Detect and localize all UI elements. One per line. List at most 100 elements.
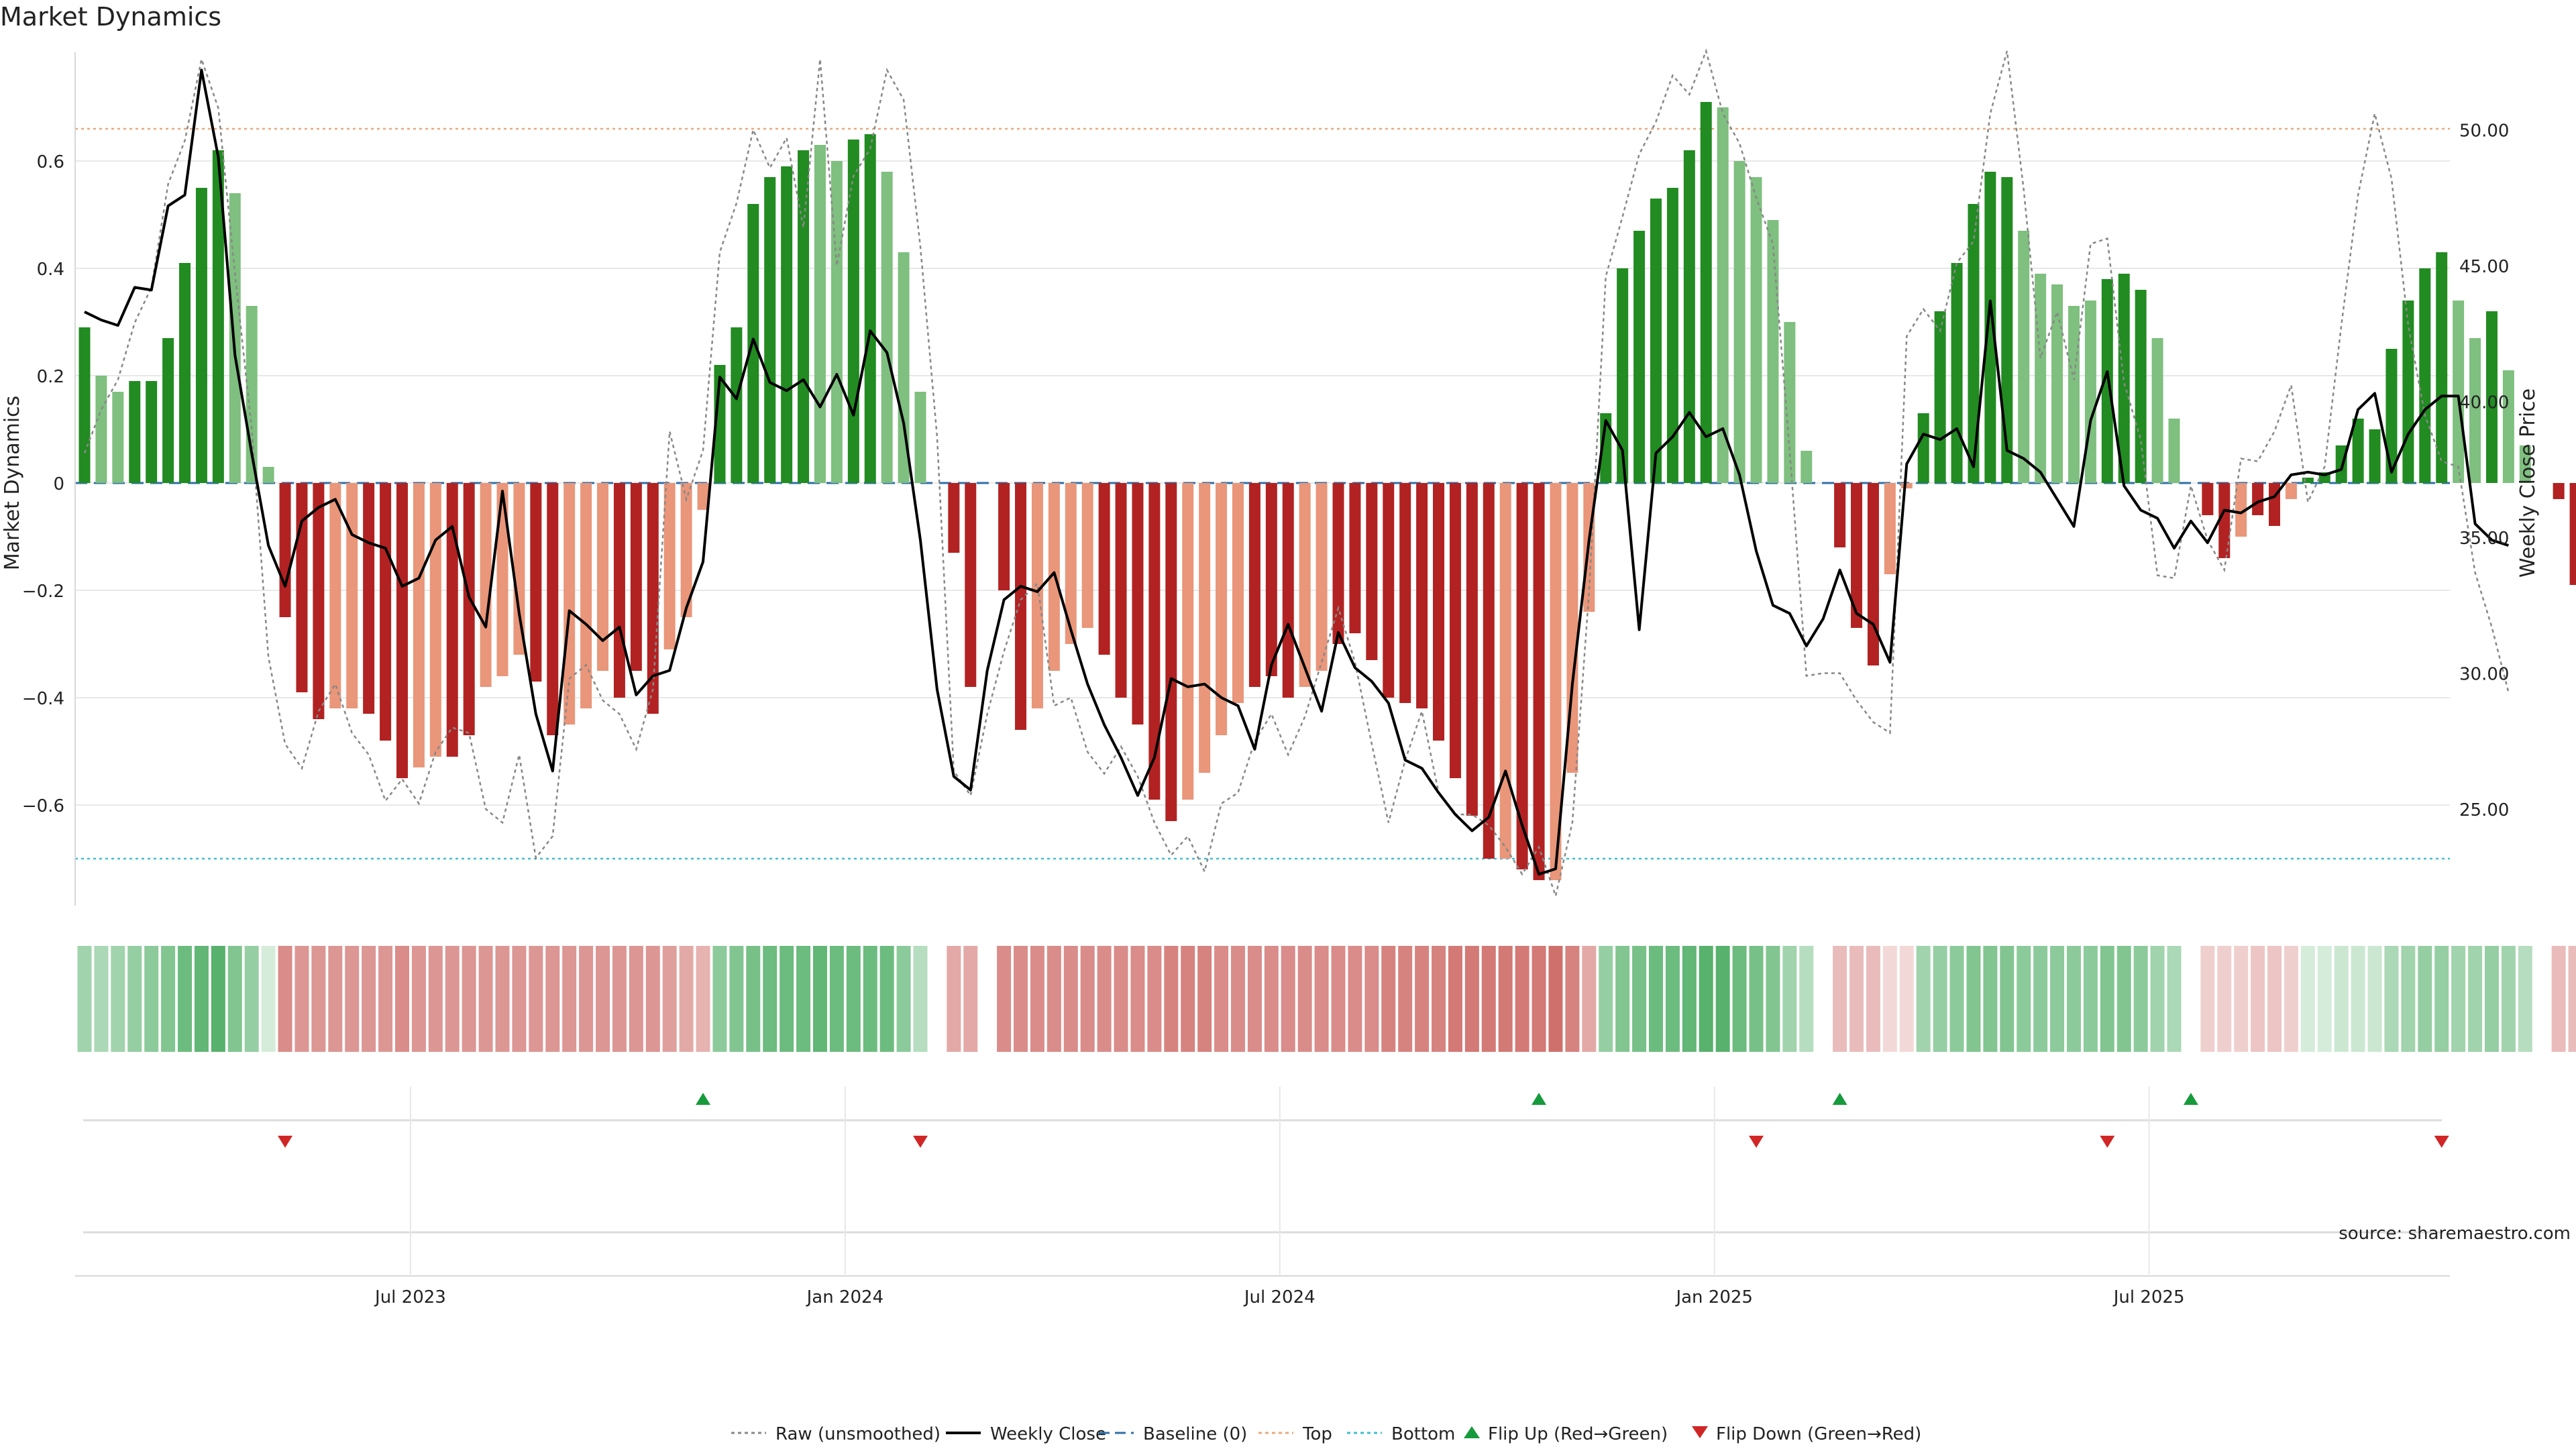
heatmap-cell — [947, 946, 961, 1052]
flip-markers — [83, 1093, 2449, 1234]
heatmap-cell — [1030, 946, 1044, 1052]
heatmap-cell — [579, 946, 594, 1052]
bar — [329, 483, 341, 708]
y-tick-label: −0.6 — [22, 796, 64, 816]
bar — [630, 483, 642, 671]
bar — [1900, 483, 1913, 488]
bar — [680, 483, 692, 617]
heatmap-cell — [1281, 946, 1295, 1052]
heatmap-cell — [2334, 946, 2349, 1052]
heatmap-cell — [1548, 946, 1563, 1052]
legend-item: Weekly Close — [946, 1424, 1106, 1444]
heatmap-cell — [1080, 946, 1095, 1052]
raw-series-line — [83, 48, 2510, 900]
y-tick-label: 0.6 — [37, 152, 64, 172]
legend-marker — [1464, 1426, 1480, 1438]
heatmap-cell — [2017, 946, 2031, 1052]
bar — [1081, 483, 1093, 628]
x-tick-label: Jan 2025 — [1674, 1287, 1753, 1307]
bar — [1700, 102, 1712, 483]
bar — [697, 483, 709, 510]
heatmap-cell — [562, 946, 577, 1052]
flip-down-marker — [1749, 1136, 1764, 1148]
bar — [279, 483, 291, 617]
bar — [2419, 268, 2431, 483]
bar — [731, 327, 743, 483]
heatmap-cell — [227, 946, 242, 1052]
bar — [1015, 483, 1027, 730]
x-axis: Jul 2023 Jan 2024 Jul 2024 Jan 2025 Jul 2025 — [75, 1087, 2450, 1307]
heatmap-cell — [411, 946, 426, 1052]
bar — [2485, 311, 2498, 483]
heatmap-cell — [1632, 946, 1647, 1052]
heatmap-cell — [2234, 946, 2249, 1052]
legend-label: Flip Up (Red→Green) — [1488, 1424, 1668, 1444]
bar — [2068, 306, 2080, 483]
bar — [1550, 483, 1562, 880]
heatmap-cell — [1398, 946, 1413, 1052]
legend-item: Raw (unsmoothed) — [731, 1424, 941, 1444]
bar — [95, 376, 107, 483]
bar — [2302, 478, 2314, 483]
heatmap-cell — [829, 946, 844, 1052]
bar — [1248, 483, 1260, 687]
heatmap-cell — [1615, 946, 1630, 1052]
x-tick-label: Jul 2024 — [1243, 1287, 1316, 1307]
heatmap-cell — [2300, 946, 2315, 1052]
heatmap-cell — [2434, 946, 2449, 1052]
bar — [212, 150, 224, 483]
bar — [1750, 177, 1762, 483]
heatmap-cell — [2116, 946, 2131, 1052]
heatmap-cell — [2317, 946, 2332, 1052]
bar — [1466, 483, 1478, 816]
left-y-ticks: −0.6 −0.4 −0.2 0 0.2 0.4 0.6 — [22, 152, 64, 816]
heatmap-strip — [77, 946, 2576, 1052]
heatmap-cell — [1532, 946, 1546, 1052]
heatmap-cell — [2100, 946, 2114, 1052]
flip-up-marker — [696, 1093, 711, 1105]
bar — [898, 252, 910, 483]
flip-up-marker — [1832, 1093, 1847, 1105]
y2-tick-label: 45.00 — [2459, 257, 2509, 277]
bar — [2151, 338, 2163, 483]
heatmap-cell — [1130, 946, 1145, 1052]
heatmap-cell — [1147, 946, 1162, 1052]
bar — [1650, 199, 1662, 483]
heatmap-cell — [2484, 946, 2499, 1052]
bar — [2218, 483, 2231, 558]
heatmap-cell — [1230, 946, 1245, 1052]
bar — [1282, 483, 1294, 698]
bar — [864, 134, 876, 483]
bar — [1332, 483, 1344, 644]
heatmap-cell — [428, 946, 443, 1052]
bar — [463, 483, 475, 735]
bar — [1834, 483, 1846, 547]
bar — [597, 483, 609, 671]
heatmap-cell — [345, 946, 360, 1052]
bar — [2168, 419, 2180, 483]
bar — [1951, 263, 1963, 483]
heatmap-cell — [529, 946, 543, 1052]
heatmap-cell — [2033, 946, 2048, 1052]
bar — [2202, 483, 2214, 515]
heatmap-cell — [746, 946, 761, 1052]
bar — [1633, 231, 1646, 483]
heatmap-cell — [1966, 946, 1981, 1052]
bar — [613, 483, 625, 698]
heatmap-cell — [1432, 946, 1446, 1052]
heatmap-cell — [1164, 946, 1179, 1052]
bar — [1349, 483, 1361, 633]
heatmap-cell — [178, 946, 193, 1052]
bar — [830, 161, 843, 483]
bar — [530, 483, 542, 682]
legend-label: Baseline (0) — [1143, 1424, 1247, 1444]
heatmap-cell — [2083, 946, 2098, 1052]
heatmap-cell — [879, 946, 894, 1052]
bar — [129, 381, 141, 483]
heatmap-cell — [362, 946, 376, 1052]
bar — [2453, 301, 2465, 483]
heatmap-cell — [2150, 946, 2165, 1052]
heatmap-cell — [729, 946, 744, 1052]
y-axis-label: Market Dynamics — [1, 396, 24, 571]
heatmap-cell — [294, 946, 309, 1052]
